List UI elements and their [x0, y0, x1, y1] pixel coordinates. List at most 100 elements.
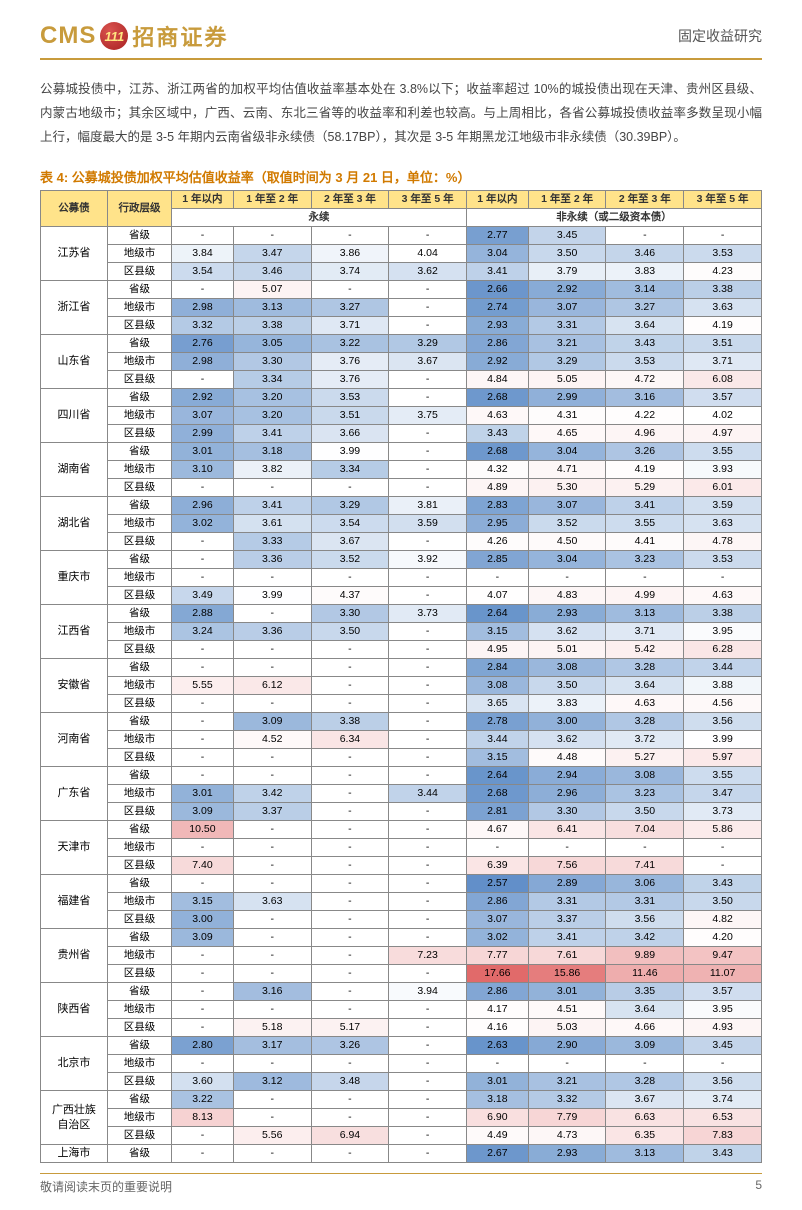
value-cell: 10.50	[172, 821, 234, 839]
value-cell: -	[389, 1055, 467, 1073]
value-cell: 6.08	[684, 371, 762, 389]
value-cell: -	[528, 1055, 606, 1073]
value-cell: -	[389, 443, 467, 461]
table-row: 地级市3.013.42-3.442.682.963.233.47	[41, 785, 762, 803]
province-cell: 陕西省	[41, 983, 108, 1037]
value-cell: 3.15	[172, 893, 234, 911]
value-cell: 4.32	[466, 461, 528, 479]
yield-table-head: 公募债 行政层级 1 年以内 1 年至 2 年 2 年至 3 年 3 年至 5 …	[41, 191, 762, 227]
value-cell: 3.50	[528, 245, 606, 263]
level-cell: 省级	[107, 1091, 171, 1109]
table-row: 地级市2.983.303.763.672.923.293.533.71	[41, 353, 762, 371]
value-cell: 5.27	[606, 749, 684, 767]
value-cell: 4.16	[466, 1019, 528, 1037]
value-cell: 3.34	[311, 461, 389, 479]
hdr-t0: 1 年以内	[172, 191, 234, 209]
table-row: 地级市3.153.63--2.863.313.313.50	[41, 893, 762, 911]
value-cell: 9.47	[684, 947, 762, 965]
value-cell: 2.68	[466, 389, 528, 407]
value-cell: 3.74	[311, 263, 389, 281]
table-row: 四川省省级2.923.203.53-2.682.993.163.57	[41, 389, 762, 407]
value-cell: 7.56	[528, 857, 606, 875]
value-cell: 3.74	[684, 1091, 762, 1109]
value-cell: 4.63	[684, 587, 762, 605]
table-row: 区县级3.603.123.48-3.013.213.283.56	[41, 1073, 762, 1091]
value-cell: -	[606, 227, 684, 245]
value-cell: -	[528, 569, 606, 587]
value-cell: 7.41	[606, 857, 684, 875]
value-cell: 3.10	[172, 461, 234, 479]
value-cell: -	[172, 227, 234, 245]
value-cell: 3.12	[233, 1073, 311, 1091]
value-cell: 6.35	[606, 1127, 684, 1145]
value-cell: -	[466, 839, 528, 857]
value-cell: 4.78	[684, 533, 762, 551]
value-cell: -	[389, 893, 467, 911]
value-cell: -	[389, 1145, 467, 1163]
value-cell: 5.18	[233, 1019, 311, 1037]
value-cell: -	[172, 641, 234, 659]
province-cell: 上海市	[41, 1145, 108, 1163]
value-cell: 3.41	[233, 497, 311, 515]
level-cell: 区县级	[107, 911, 171, 929]
value-cell: 15.86	[528, 965, 606, 983]
value-cell: -	[528, 839, 606, 857]
value-cell: 4.26	[466, 533, 528, 551]
value-cell: 6.94	[311, 1127, 389, 1145]
value-cell: -	[311, 677, 389, 695]
value-cell: 3.38	[233, 317, 311, 335]
value-cell: 6.28	[684, 641, 762, 659]
level-cell: 省级	[107, 227, 171, 245]
value-cell: 3.43	[684, 875, 762, 893]
value-cell: -	[172, 983, 234, 1001]
value-cell: 3.72	[606, 731, 684, 749]
value-cell: 3.30	[311, 605, 389, 623]
value-cell: 2.92	[172, 389, 234, 407]
level-cell: 省级	[107, 767, 171, 785]
value-cell: 3.32	[528, 1091, 606, 1109]
table-row: 区县级-3.343.76-4.845.054.726.08	[41, 371, 762, 389]
value-cell: 7.23	[389, 947, 467, 965]
value-cell: -	[389, 875, 467, 893]
value-cell: 3.43	[606, 335, 684, 353]
value-cell: -	[389, 587, 467, 605]
value-cell: -	[233, 857, 311, 875]
value-cell: 4.63	[466, 407, 528, 425]
level-cell: 区县级	[107, 965, 171, 983]
value-cell: -	[311, 767, 389, 785]
value-cell: 3.54	[172, 263, 234, 281]
level-cell: 地级市	[107, 893, 171, 911]
level-cell: 省级	[107, 389, 171, 407]
level-cell: 区县级	[107, 749, 171, 767]
value-cell: 4.41	[606, 533, 684, 551]
value-cell: 3.30	[233, 353, 311, 371]
value-cell: -	[172, 371, 234, 389]
value-cell: 3.32	[172, 317, 234, 335]
value-cell: -	[389, 695, 467, 713]
value-cell: -	[389, 281, 467, 299]
value-cell: 3.62	[528, 623, 606, 641]
table-row: 重庆市省级-3.363.523.922.853.043.233.53	[41, 551, 762, 569]
value-cell: -	[389, 227, 467, 245]
value-cell: 4.66	[606, 1019, 684, 1037]
province-cell: 河南省	[41, 713, 108, 767]
table-row: 地级市3.023.613.543.592.953.523.553.63	[41, 515, 762, 533]
value-cell: 3.00	[172, 911, 234, 929]
value-cell: -	[311, 965, 389, 983]
value-cell: 3.09	[172, 929, 234, 947]
value-cell: 3.05	[233, 335, 311, 353]
level-cell: 地级市	[107, 1001, 171, 1019]
level-cell: 省级	[107, 983, 171, 1001]
value-cell: 2.89	[528, 875, 606, 893]
value-cell: 3.99	[311, 443, 389, 461]
value-cell: 3.18	[466, 1091, 528, 1109]
value-cell: 4.96	[606, 425, 684, 443]
value-cell: 4.72	[606, 371, 684, 389]
value-cell: 3.34	[233, 371, 311, 389]
value-cell: 3.42	[606, 929, 684, 947]
footer-page-num: 5	[755, 1178, 762, 1195]
value-cell: 3.01	[466, 1073, 528, 1091]
yield-table: 公募债 行政层级 1 年以内 1 年至 2 年 2 年至 3 年 3 年至 5 …	[40, 190, 762, 1163]
value-cell: 3.67	[389, 353, 467, 371]
value-cell: -	[389, 299, 467, 317]
